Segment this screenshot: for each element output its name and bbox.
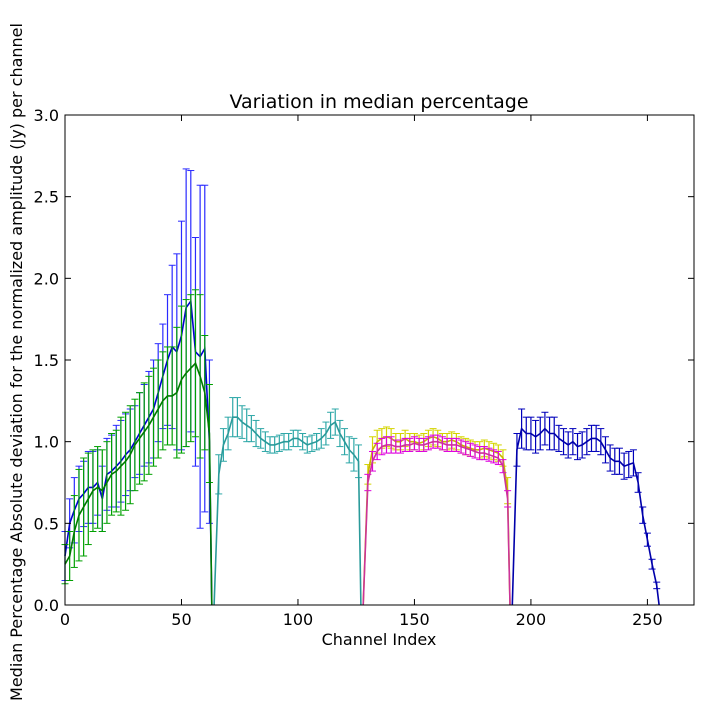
series-line [64, 361, 213, 606]
chart-title: Variation in median percentage [229, 91, 528, 113]
x-tick-label: 0 [60, 610, 70, 629]
x-axis-title: Channel Index [322, 630, 437, 649]
x-tick-label: 50 [171, 610, 191, 629]
x-tick-label: 200 [516, 610, 547, 629]
y-tick-label: 0.0 [34, 596, 59, 615]
series-line [213, 416, 362, 606]
series-line [511, 426, 660, 606]
y-tick-label: 0.5 [34, 514, 59, 533]
y-tick-label: 3.0 [34, 106, 59, 125]
y-axis-ticks: 0.0 0.5 1.0 1.5 2.0 2.5 3.0 [34, 106, 694, 615]
y-tick-label: 1.5 [34, 351, 59, 370]
series-2 [213, 397, 363, 606]
series-line [362, 440, 511, 606]
x-tick-label: 100 [283, 610, 314, 629]
y-axis-title: Median Percentage Absolute deviation for… [7, 23, 26, 701]
series-4 [362, 434, 512, 606]
x-tick-label: 250 [632, 610, 663, 629]
plot-series [61, 168, 661, 606]
x-axis-ticks: 0 50 100 150 200 250 [60, 115, 663, 629]
y-tick-label: 2.0 [34, 269, 59, 288]
x-tick-label: 150 [399, 610, 430, 629]
series-1 [61, 289, 213, 606]
series-5 [511, 408, 661, 606]
y-tick-label: 2.5 [34, 188, 59, 207]
y-tick-label: 1.0 [34, 433, 59, 452]
